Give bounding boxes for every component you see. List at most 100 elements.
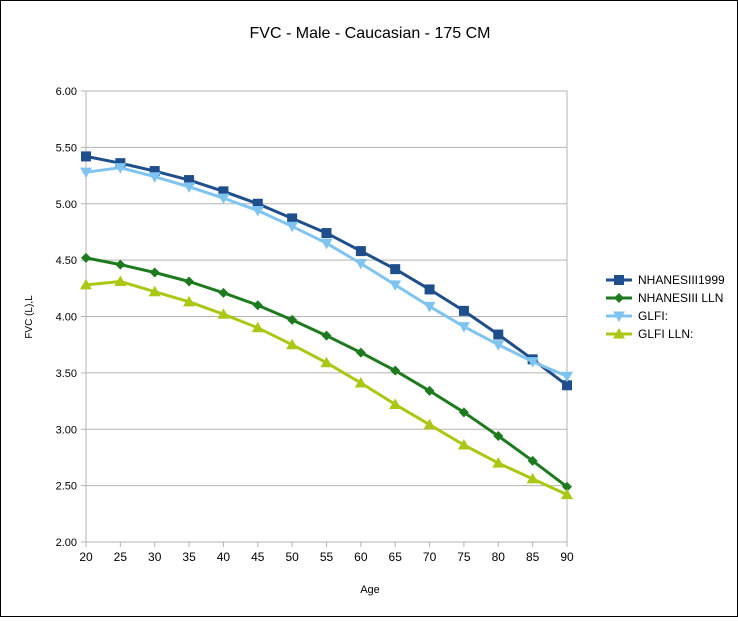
data-point [320,356,333,368]
y-axis-ticks: 2.00 2.50 3.00 3.50 4.00 4.50 5.00 5.50 6.00 [56,86,86,549]
data-point [218,186,229,197]
x-axis-label: Age [360,584,380,596]
series-nhanesiii1999 [81,151,572,391]
data-point [493,431,504,442]
data-point [355,347,366,358]
legend-swatch-marker [614,275,624,285]
x-tick-label: 55 [320,550,334,564]
data-point [149,267,160,278]
data-point [115,259,126,270]
data-point [183,295,196,307]
data-point [424,385,435,396]
x-tick-label: 80 [492,550,506,564]
series-line [85,154,568,387]
data-point [184,276,195,287]
data-point [80,278,92,290]
data-point [492,457,505,468]
series-group [80,151,573,500]
legend-label: GLFI: [638,309,668,323]
y-tick-label: 5.00 [56,199,77,211]
data-point [287,213,298,224]
x-tick-label: 35 [182,550,196,564]
data-point [562,481,572,492]
y-tick-label: 3.50 [56,368,77,380]
data-point [217,308,230,319]
data-point [148,172,161,183]
gridlines [86,90,567,543]
data-point [149,166,160,177]
data-point [389,280,402,291]
series-nhanesiii-lln [81,252,572,492]
series-glfi-lln [80,275,573,500]
data-point [81,151,91,162]
data-point [526,357,539,368]
data-point [458,305,469,316]
x-tick-label: 75 [457,550,471,564]
data-point [184,175,195,186]
x-tick-label: 30 [148,550,162,564]
x-tick-label: 25 [114,550,128,564]
data-point [252,300,263,311]
data-point [286,221,299,233]
x-tick-label: 20 [79,550,93,564]
data-point [251,321,264,333]
data-point [321,228,332,239]
x-tick-label: 60 [354,550,368,564]
data-point [492,340,505,351]
data-point [354,377,367,388]
x-tick-label: 50 [285,550,299,564]
x-tick-label: 85 [526,550,540,564]
legend-label: GLFI LLN: [638,327,693,341]
x-axis-ticks: 20 25 30 35 40 45 50 55 60 65 70 75 80 85 90 [79,542,574,564]
data-point [355,246,366,257]
legend-item: NHANESIII LLN [606,291,723,305]
y-axis-label: FVC (L),L [24,295,35,339]
legend-item: GLFI: [606,309,668,323]
data-point [148,285,161,297]
data-point [423,418,436,430]
data-point [390,365,401,376]
y-tick-label: 5.50 [56,142,77,154]
data-point [218,287,229,298]
data-point [458,407,469,418]
legend-swatch-marker [613,311,625,322]
chart-title: FVC - Male - Caucasian - 175 CM [250,25,491,42]
data-point [81,252,91,263]
data-point [320,238,333,250]
data-point [389,398,402,409]
legend-item: GLFI LLN: [606,327,693,341]
y-tick-label: 6.00 [56,86,77,98]
data-point [217,193,230,205]
data-point [183,182,196,193]
x-tick-label: 40 [217,550,231,564]
data-point [251,206,264,217]
legend-swatch-marker [613,328,625,339]
y-tick-label: 4.50 [56,255,77,267]
data-point [114,163,127,174]
data-point [321,330,332,341]
x-tick-label: 45 [251,550,265,564]
data-point [287,314,298,325]
legend-swatch-marker [614,293,624,303]
data-point [423,301,436,313]
x-tick-label: 90 [560,550,574,564]
x-tick-label: 70 [423,550,437,564]
legend-label: NHANESIII1999 [638,273,725,287]
data-point [561,488,573,500]
data-point [493,329,504,340]
legend: NHANESIII1999 NHANESIII LLN GLFI: GLFI LLN: [606,273,725,341]
data-point [114,275,127,287]
data-point [457,439,470,450]
data-point [354,259,367,270]
series-glfi [80,163,573,383]
data-point [286,338,299,350]
legend-label: NHANESIII LLN [638,291,723,305]
data-point [526,472,539,484]
data-point [80,167,92,179]
y-tick-label: 2.50 [56,481,77,493]
data-point [561,371,573,383]
x-tick-label: 65 [389,550,403,564]
series-line [85,280,568,496]
